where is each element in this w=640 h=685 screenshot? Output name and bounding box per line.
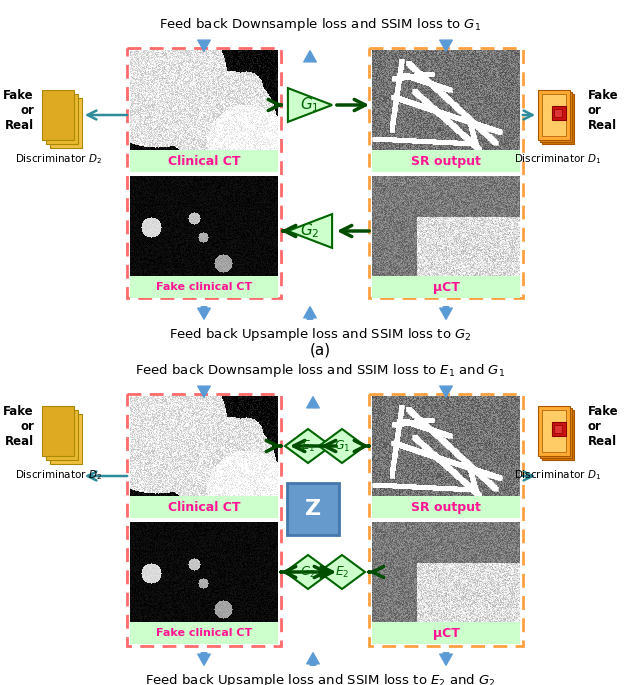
Bar [130,50,278,150]
Bar [369,48,523,298]
Polygon shape [288,88,332,122]
Bar [372,496,520,518]
Text: Fake
or
Real: Fake or Real [3,405,34,447]
Polygon shape [288,214,332,248]
Text: Feed back Downsample loss and SSIM loss to $E_1$ and $G_1$: Feed back Downsample loss and SSIM loss … [135,362,505,379]
Text: $G_1$: $G_1$ [334,438,350,453]
Bar [554,425,562,433]
Bar [130,396,278,496]
Bar [540,408,572,458]
Text: μCT: μCT [433,280,460,293]
Polygon shape [319,429,365,463]
Bar [127,394,281,646]
Polygon shape [319,555,365,589]
Text: Discriminator $D_1$: Discriminator $D_1$ [515,468,602,482]
Bar [130,276,278,298]
Text: Fake
or
Real: Fake or Real [588,88,619,132]
Bar [540,92,572,142]
Bar [369,394,523,646]
Text: Clinical CT: Clinical CT [168,501,240,514]
Bar [542,410,566,452]
Text: $G_1$: $G_1$ [300,96,320,114]
Text: (a): (a) [309,342,331,357]
Bar [287,483,339,535]
Bar [538,406,570,456]
Bar [542,94,574,144]
Text: Clinical CT: Clinical CT [168,155,240,168]
Bar [46,94,78,144]
Bar [127,48,281,298]
Bar [50,98,82,148]
Bar [42,90,74,140]
Text: Discriminator $D_2$: Discriminator $D_2$ [15,468,101,482]
Bar [554,109,562,117]
Text: Fake clinical CT: Fake clinical CT [156,628,252,638]
Bar [130,496,278,518]
Bar [542,94,566,136]
Text: μCT: μCT [433,627,460,640]
Bar [372,276,520,298]
Text: Discriminator $D_1$: Discriminator $D_1$ [515,152,602,166]
Bar [542,410,574,460]
Bar [372,150,520,172]
Text: Fake
or
Real: Fake or Real [3,88,34,132]
Bar [46,410,78,460]
Text: Fake clinical CT: Fake clinical CT [156,282,252,292]
Bar [538,90,570,140]
Text: $G_2$: $G_2$ [300,222,320,240]
Bar [130,622,278,644]
Polygon shape [285,429,331,463]
Text: SR output: SR output [411,501,481,514]
Text: SR output: SR output [411,155,481,168]
Text: Feed back Downsample loss and SSIM loss to $G_1$: Feed back Downsample loss and SSIM loss … [159,16,481,33]
Text: $E_1$: $E_1$ [301,438,316,453]
Bar [130,176,278,276]
Polygon shape [285,555,331,589]
Text: Fake
or
Real: Fake or Real [588,405,619,447]
Bar [130,150,278,172]
Bar [372,622,520,644]
Text: Feed back Upsample loss and SSIM loss to $G_2$: Feed back Upsample loss and SSIM loss to… [169,326,471,343]
Bar [552,106,566,120]
Text: Discriminator $D_2$: Discriminator $D_2$ [15,152,101,166]
Bar [50,414,82,464]
Bar [552,422,566,436]
Text: Feed back Upsample loss and SSIM loss to $E_2$ and $G_2$: Feed back Upsample loss and SSIM loss to… [145,672,495,685]
Bar [42,406,74,456]
Text: Z: Z [305,499,321,519]
Bar [130,522,278,622]
Text: $G_2$: $G_2$ [300,564,316,580]
Text: $E_2$: $E_2$ [335,564,349,580]
